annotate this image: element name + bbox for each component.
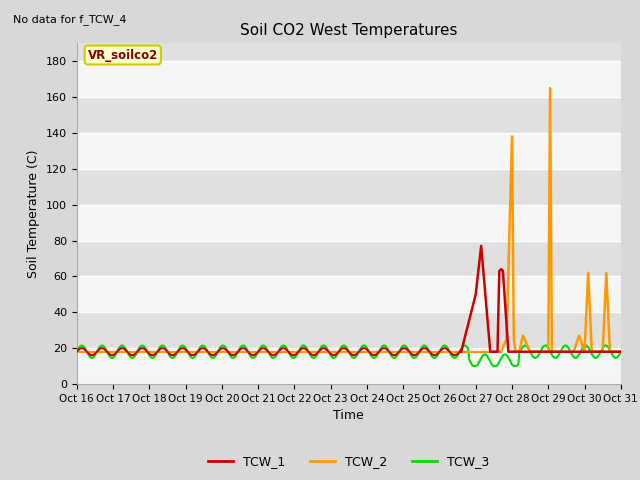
Text: VR_soilco2: VR_soilco2 xyxy=(88,48,158,61)
Legend: TCW_1, TCW_2, TCW_3: TCW_1, TCW_2, TCW_3 xyxy=(203,450,495,473)
Text: No data for f_TCW_4: No data for f_TCW_4 xyxy=(13,14,126,25)
Title: Soil CO2 West Temperatures: Soil CO2 West Temperatures xyxy=(240,23,458,38)
Bar xyxy=(77,312,621,348)
Y-axis label: Soil Temperature (C): Soil Temperature (C) xyxy=(28,149,40,278)
X-axis label: Time: Time xyxy=(333,409,364,422)
Bar xyxy=(77,133,621,169)
Bar xyxy=(77,97,621,133)
Bar xyxy=(77,169,621,204)
Bar xyxy=(77,61,621,97)
Bar xyxy=(77,204,621,240)
Bar xyxy=(77,276,621,312)
Bar xyxy=(77,348,621,384)
Bar xyxy=(77,240,621,276)
